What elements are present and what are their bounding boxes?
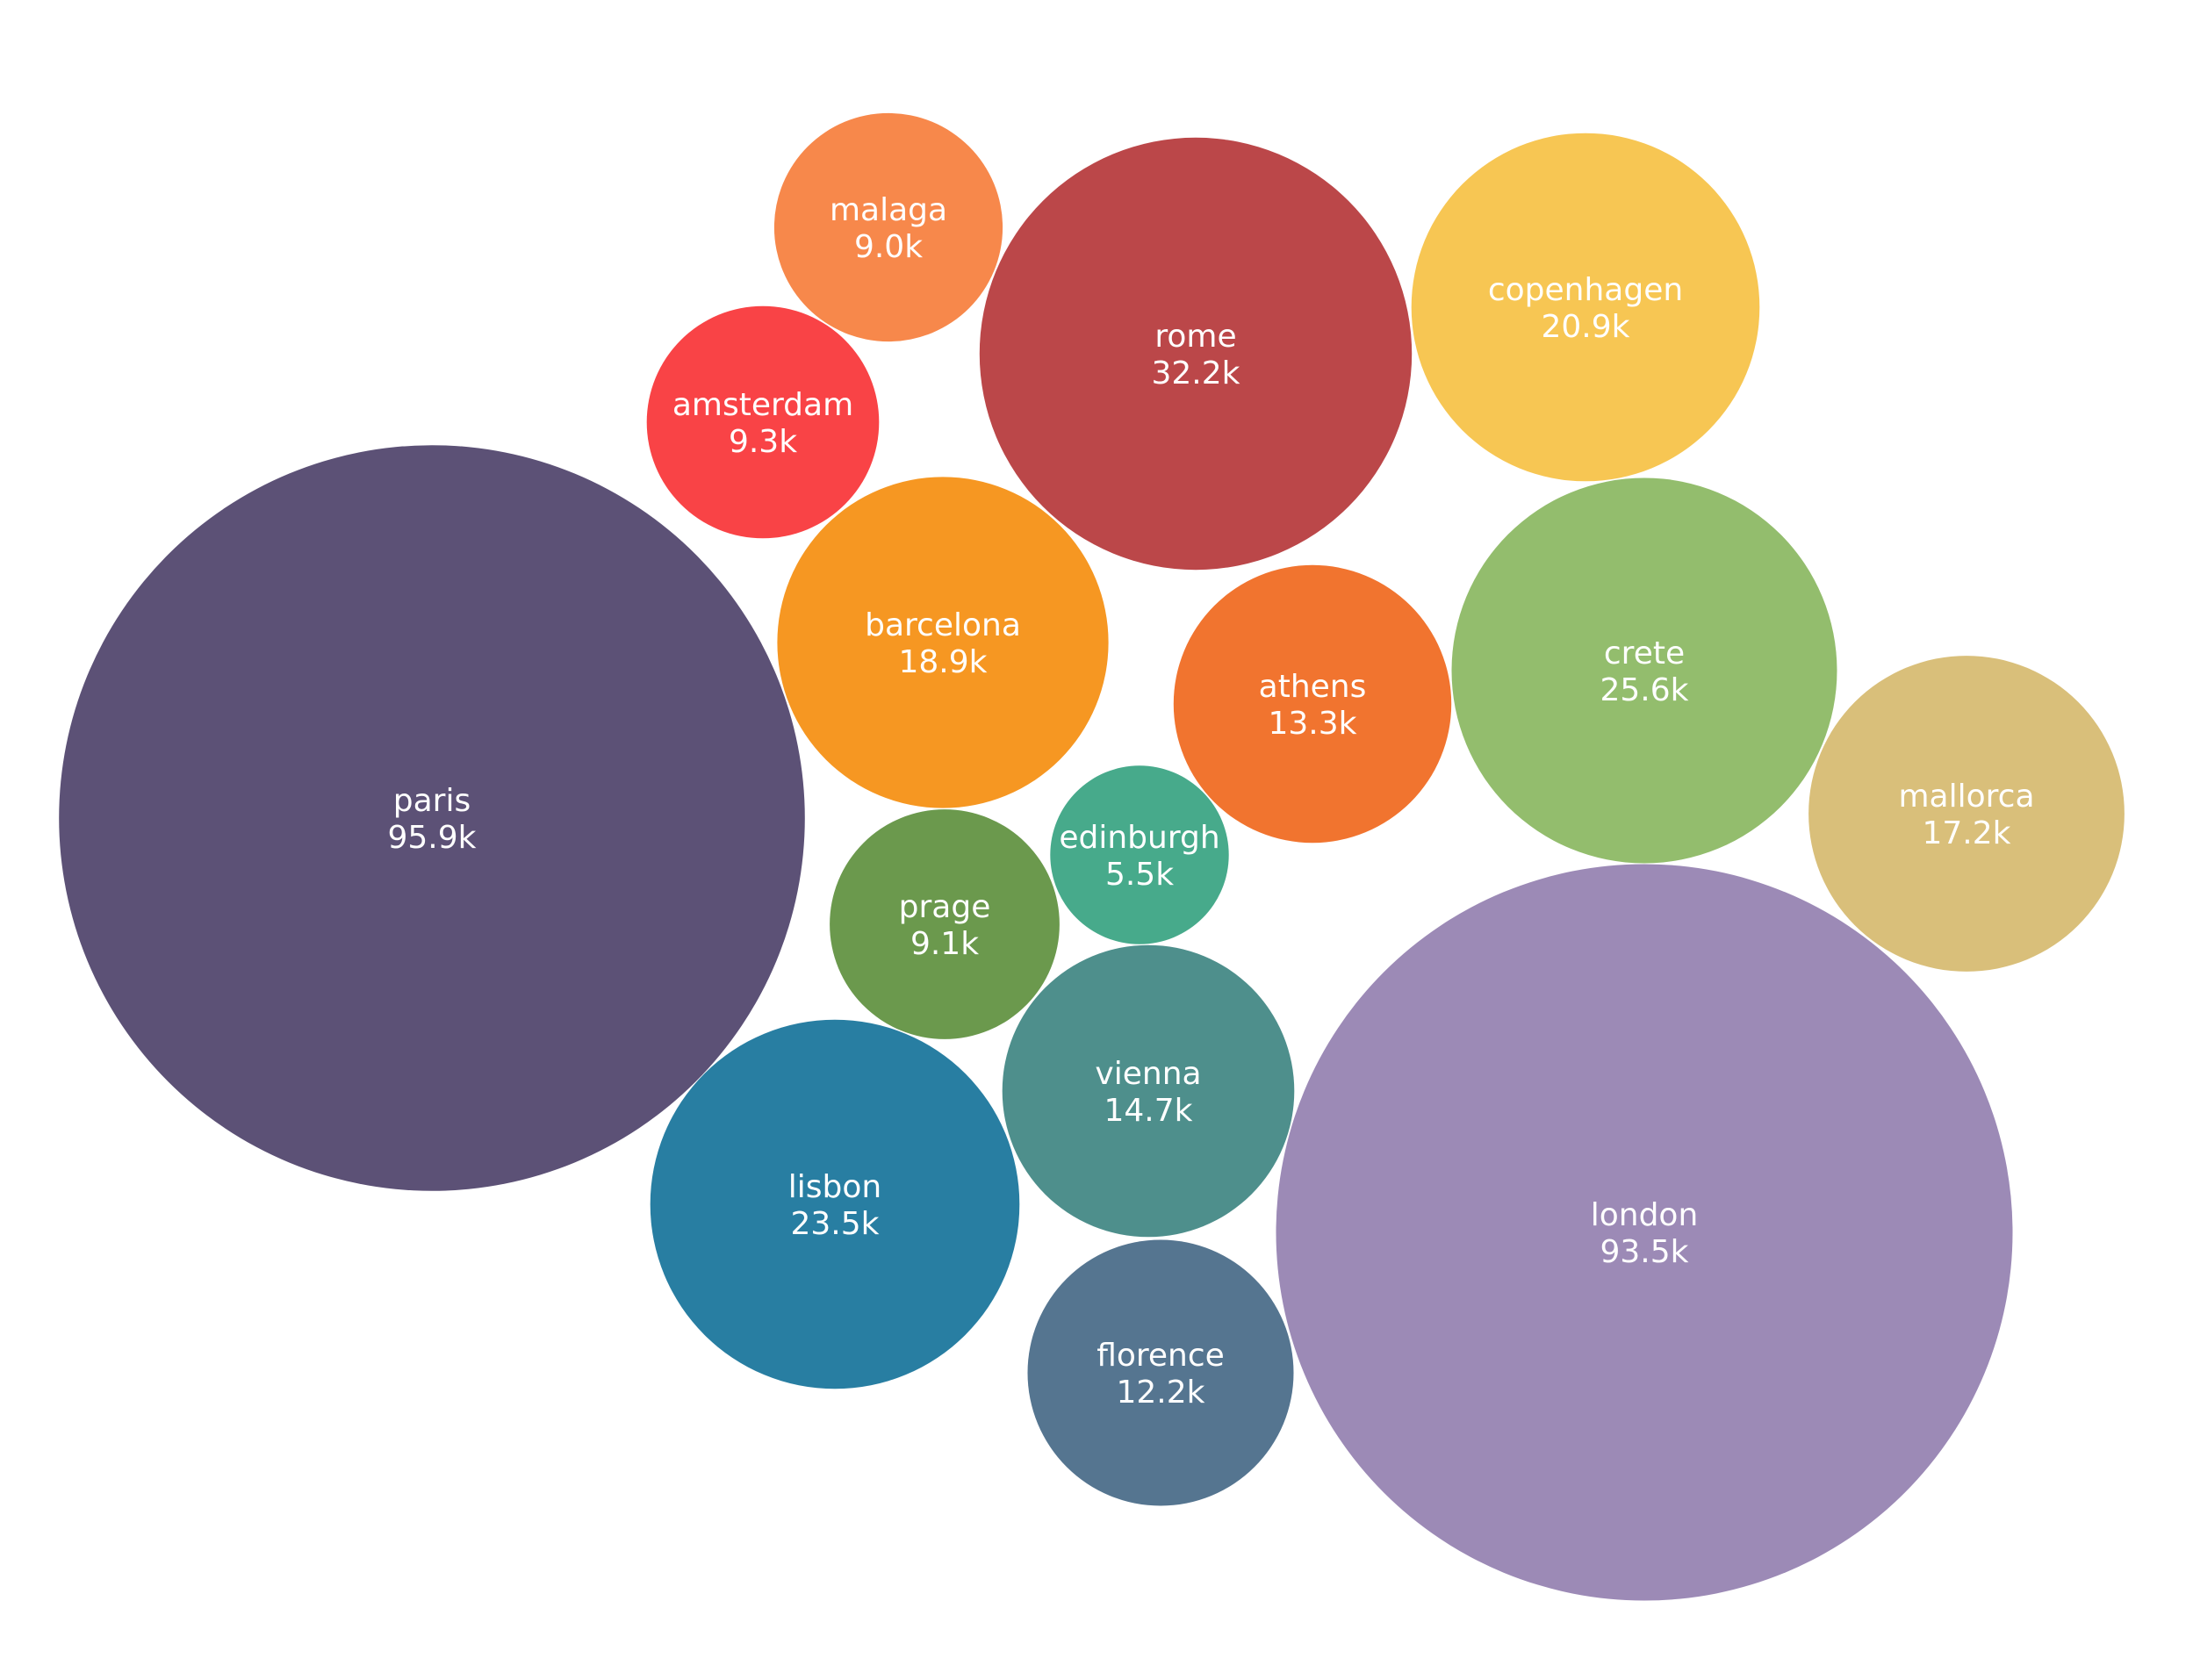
bubble-circle [1808,656,2125,972]
bubble-value-label: 32.2k [1151,355,1240,391]
bubble-value-label: 20.9k [1541,309,1629,345]
bubble-value-label: 14.7k [1104,1093,1192,1129]
bubble-name-label: paris [393,783,471,819]
bubble-name-label: rome [1154,319,1236,355]
bubble-name-label: london [1591,1197,1699,1233]
bubble-circle [830,809,1060,1039]
bubble-circle [979,137,1413,571]
bubble-value-label: 9.3k [729,424,797,460]
bubble-circle [1276,864,2013,1601]
bubble-value-label: 93.5k [1600,1234,1688,1270]
bubble-name-label: prage [899,889,991,925]
bubble-name-label: amsterdam [672,387,853,423]
bubble-name-label: barcelona [865,607,1021,643]
bubble-name-label: copenhagen [1488,272,1683,308]
bubble-value-label: 23.5k [790,1206,879,1242]
bubble-name-label: florence [1096,1338,1225,1374]
bubble-circle [1411,133,1760,482]
bubble-circle [1027,1239,1294,1506]
bubble-value-label: 17.2k [1922,815,2010,851]
bubble-value-label: 5.5k [1105,857,1174,893]
bubble-value-label: 95.9k [387,820,476,856]
bubble-value-label: 25.6k [1600,672,1688,708]
bubble-value-label: 9.0k [854,229,923,265]
bubble-value-label: 9.1k [910,926,979,962]
bubble-name-label: mallorca [1898,779,2034,815]
bubble-circle [1002,944,1295,1238]
bubble-value-label: 12.2k [1116,1375,1204,1411]
bubble-circle [1173,564,1452,844]
bubble-name-label: edinburgh [1059,820,1219,856]
bubble-circle [59,445,805,1191]
bubble-circle [1451,477,1837,864]
bubble-name-label: vienna [1095,1056,1201,1092]
bubble-name-label: lisbon [788,1169,881,1205]
bubble-name-label: crete [1604,635,1685,671]
bubble-value-label: 18.9k [898,644,987,680]
bubble-circle [777,477,1109,808]
bubble-name-label: malaga [830,192,947,228]
bubble-circle [646,305,880,539]
bubble-circle [1050,765,1229,944]
bubble-name-label: athens [1259,669,1367,705]
bubble-circle [773,112,1003,342]
bubble-circle [650,1019,1020,1389]
bubble-value-label: 13.3k [1268,706,1356,742]
